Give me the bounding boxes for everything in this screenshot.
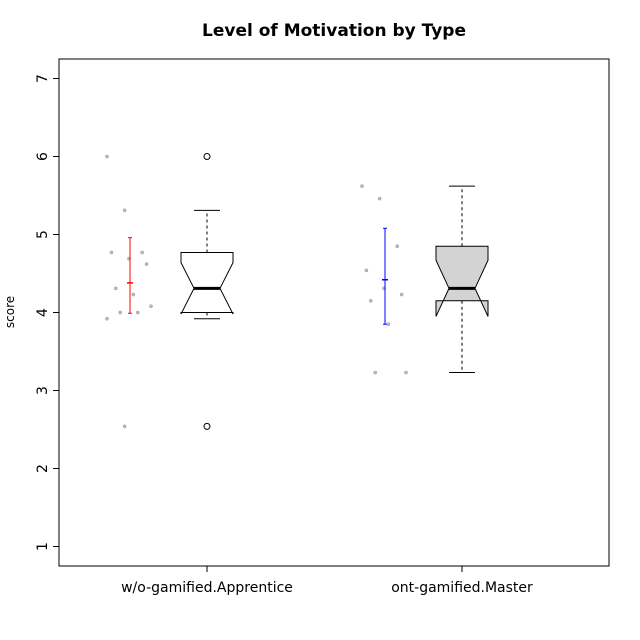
raw-point <box>109 250 114 255</box>
raw-point <box>135 310 140 315</box>
y-tick-label-4: 4 <box>35 308 51 317</box>
raw-point <box>373 370 378 375</box>
y-tick-label-7: 7 <box>35 74 51 83</box>
raw-point <box>386 322 391 327</box>
raw-point <box>364 268 369 273</box>
chart-marks: 1 2 3 4 5 6 7 w/o-gamified.Apprentice ont-gamifi… <box>35 74 533 596</box>
raw-point <box>368 298 373 303</box>
raw-point <box>399 292 404 297</box>
y-tick-label-3: 3 <box>35 386 51 395</box>
raw-point <box>377 196 382 201</box>
raw-point <box>140 250 145 255</box>
raw-point <box>149 304 153 309</box>
y-tick-label-6: 6 <box>35 152 51 161</box>
raw-point <box>113 286 118 291</box>
raw-point <box>122 424 127 429</box>
y-tick-label-2: 2 <box>35 464 51 473</box>
outlier-point <box>203 422 211 430</box>
notched-box <box>180 251 234 315</box>
raw-point <box>122 208 127 213</box>
x-tick-label-0: w/o-gamified.Apprentice <box>121 580 293 596</box>
raw-point <box>131 292 136 297</box>
y-axis-label: score <box>3 296 17 328</box>
raw-point <box>105 316 109 321</box>
chart-title: Level of Motivation by Type <box>202 21 466 41</box>
outlier-point <box>203 153 211 160</box>
raw-point <box>395 244 400 249</box>
y-tick-label-5: 5 <box>35 230 51 239</box>
plot-frame <box>58 58 610 567</box>
x-tick-label-1: ont-gamified.Master <box>391 580 533 596</box>
y-tick-label-1: 1 <box>35 542 51 551</box>
raw-point <box>360 184 364 188</box>
raw-point <box>118 310 123 315</box>
raw-point <box>105 154 109 159</box>
raw-point <box>144 262 149 266</box>
notched-box <box>435 245 489 317</box>
raw-point <box>404 370 408 375</box>
